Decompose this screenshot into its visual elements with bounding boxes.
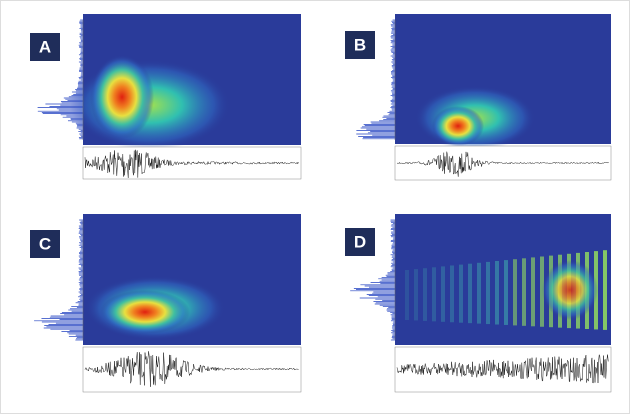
energy: [432, 106, 484, 146]
panel-label: B: [354, 36, 366, 55]
panel-label: C: [39, 235, 51, 254]
streak: [468, 263, 472, 324]
panel-b: [394, 14, 612, 181]
streak: [531, 257, 535, 327]
panel-c: [82, 214, 302, 393]
panel-label-box: [345, 228, 375, 256]
streak: [513, 259, 517, 326]
waveform: [84, 351, 299, 387]
waveform: [396, 353, 609, 384]
waveform-box: [394, 145, 612, 181]
panel-label: A: [39, 38, 51, 57]
waveform: [396, 151, 609, 177]
panel-label-box: [345, 31, 375, 59]
panel-d: [394, 214, 612, 393]
streak: [495, 261, 499, 325]
panel-label: D: [354, 233, 366, 252]
streak: [522, 258, 526, 326]
streak: [459, 264, 463, 323]
streak: [432, 267, 436, 322]
energy: [90, 55, 154, 139]
streak: [540, 256, 544, 327]
streak: [504, 260, 508, 325]
streak: [405, 270, 409, 320]
panel-label-box: [30, 33, 60, 61]
streak: [423, 268, 427, 321]
streak: [450, 265, 454, 323]
waveform: [84, 149, 299, 178]
streak: [603, 250, 607, 330]
waveform-box: [82, 146, 302, 180]
panel-label-box: [30, 230, 60, 258]
streak: [486, 261, 490, 325]
energy: [542, 260, 598, 320]
panel-a: [70, 14, 302, 180]
streak: [414, 269, 418, 321]
energy: [100, 290, 190, 334]
streak: [441, 266, 445, 322]
streak: [477, 262, 481, 324]
